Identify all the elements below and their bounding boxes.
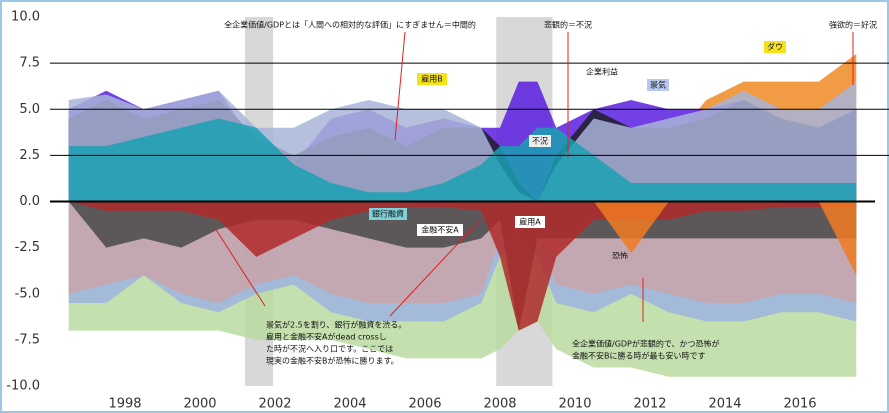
y-tick-label: 0.0 (19, 194, 40, 209)
x-tick-label: 1998 (108, 397, 141, 412)
series-label: ダウ (767, 42, 783, 52)
y-tick-label: 5.0 (19, 102, 40, 117)
annotation: 全企業価値/GDPが悲観的で、かつ恐怖が (572, 339, 720, 349)
series-label: 雇用A (519, 217, 541, 227)
x-tick-label: 2000 (183, 397, 216, 412)
series-label-box (515, 216, 545, 228)
x-tick-label: 2008 (483, 397, 516, 412)
annotation: 金融不安Bに勝る時が最も安い時です (572, 351, 706, 361)
y-tick-label: -10.0 (6, 379, 40, 394)
series-label-box (417, 224, 463, 236)
annotation: 景気が2.5を割り、銀行が融資を渋る。 (266, 320, 406, 330)
annotation: 雇用と金融不安Aがdead crossし (266, 332, 387, 342)
y-tick-label: 7.5 (19, 56, 40, 71)
x-tick-label: 2012 (633, 397, 666, 412)
series-label-box (369, 208, 407, 220)
arrows (214, 31, 854, 322)
annotation: 悲観的＝不況 (544, 20, 592, 30)
series-label: 銀行融資 (372, 209, 404, 219)
x-tick-label: 2004 (333, 397, 366, 412)
area (68, 201, 857, 331)
y-tick-label: -2.5 (15, 240, 40, 255)
y-tick-label: 2.5 (19, 148, 40, 163)
x-tick-label: 2006 (408, 397, 441, 412)
series-label: 恐怖 (612, 251, 628, 261)
series-label: 雇用B (421, 74, 443, 84)
area (68, 118, 857, 202)
series-label: 金融不安A (421, 225, 459, 235)
x-tick-label: 2002 (258, 397, 291, 412)
x-tick-label: 2010 (558, 397, 591, 412)
series-label-box (764, 41, 786, 53)
area (68, 201, 857, 331)
series-label: 企業利益 (586, 67, 618, 77)
y-tick-label: -7.5 (15, 332, 40, 347)
series-label: 不況 (532, 137, 548, 146)
annotation: 全企業価値/GDPとは「人間への相対的な評価」にすぎません＝中間的 (224, 20, 476, 30)
series-label-box (647, 79, 669, 91)
series-label-box (417, 73, 447, 85)
annotation: た時が不況へ入り口です。ここでは (266, 344, 393, 354)
annotation: 現実の金融不安Bが恐怖に勝ります。 (266, 356, 399, 366)
series-label-box (529, 135, 551, 147)
x-tick-label: 2016 (783, 397, 816, 412)
x-tick-label: 2014 (708, 397, 741, 412)
y-tick-label: 10.0 (11, 10, 40, 25)
annotation: 強欲的＝好況 (829, 20, 877, 30)
y-tick-label: -5.0 (15, 286, 40, 301)
series-label: 景気 (650, 80, 666, 90)
